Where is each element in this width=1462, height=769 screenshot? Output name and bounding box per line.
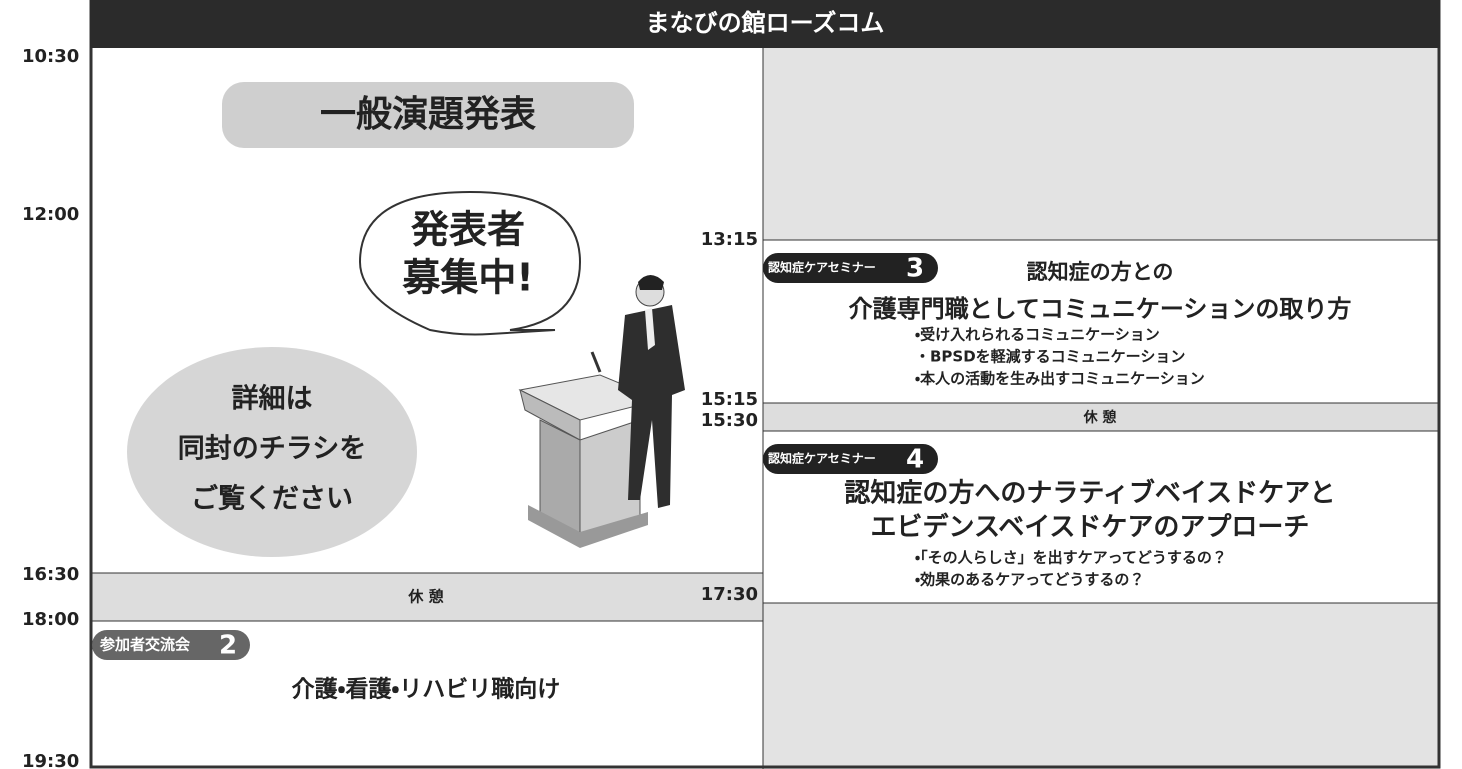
info-line: ご覧ください: [191, 483, 353, 515]
seminar-title: 認知症の方へのナラティブベイスドケアと: [844, 478, 1335, 509]
time-label: 13:15: [701, 229, 758, 250]
seminar-tag-box: [763, 253, 938, 283]
header-bar: [90, 0, 1440, 48]
time-label: 12:00: [22, 204, 79, 225]
seminar-bullet: ・本人の活動を生み出すコミュニケーション: [915, 370, 1205, 388]
speaker-illustration: [518, 275, 685, 548]
time-label: 15:30: [701, 410, 758, 431]
seminar-number: 3: [906, 254, 924, 284]
header-title: まなびの館ローズコム: [646, 9, 885, 37]
seminar-number: 4: [906, 445, 924, 475]
time-label: 18:00: [22, 609, 79, 630]
bubble-line: 発表者: [411, 208, 525, 252]
break-label: 休 憩: [407, 588, 443, 606]
speech-bubble: [358, 190, 582, 336]
time-label: 10:30: [22, 46, 79, 67]
seminar-tag: 認知症ケアセミナー: [768, 451, 876, 466]
exchange-tag: 参加者交流会: [99, 636, 191, 654]
break-label: 休 憩: [1083, 409, 1117, 426]
seminar-tag: 認知症ケアセミナー: [768, 260, 876, 275]
general-title-box: [222, 82, 634, 148]
bubble-line: 募集中!: [402, 256, 533, 300]
exchange-tag-box: [92, 630, 250, 660]
time-label: 16:30: [22, 564, 79, 585]
seminar-bullet: ・効果のあるケアってどうするの？: [915, 571, 1144, 589]
seminar-bullet: ・BPSDを軽減するコミュニケーション: [915, 348, 1185, 366]
info-ellipse: [127, 347, 417, 557]
time-label: 19:30: [22, 751, 79, 769]
seminar-bullet: ・「その人らしさ」を出すケアってどうするの？: [915, 549, 1227, 567]
info-line: 同封のチラシを: [178, 434, 366, 465]
seminar-tag-box: [763, 444, 938, 474]
exchange-title: 介護・看護・リハビリ職向け: [292, 676, 561, 703]
time-label: 17:30: [701, 584, 758, 605]
left-break-block: [89, 572, 764, 622]
general-title: 一般演題発表: [320, 94, 536, 135]
seminar-title: 認知症の方との: [1027, 260, 1174, 284]
exchange-number: 2: [219, 631, 237, 661]
seminar-title: エビデンスベイスドケアのアプローチ: [871, 512, 1310, 543]
time-label: 15:15: [701, 389, 758, 410]
seminar-bullet: ・受け入れられるコミュニケーション: [915, 326, 1160, 344]
seminar-title: 介護専門職としてコミュニケーションの取り方: [849, 295, 1352, 323]
info-line: 詳細は: [232, 383, 313, 415]
